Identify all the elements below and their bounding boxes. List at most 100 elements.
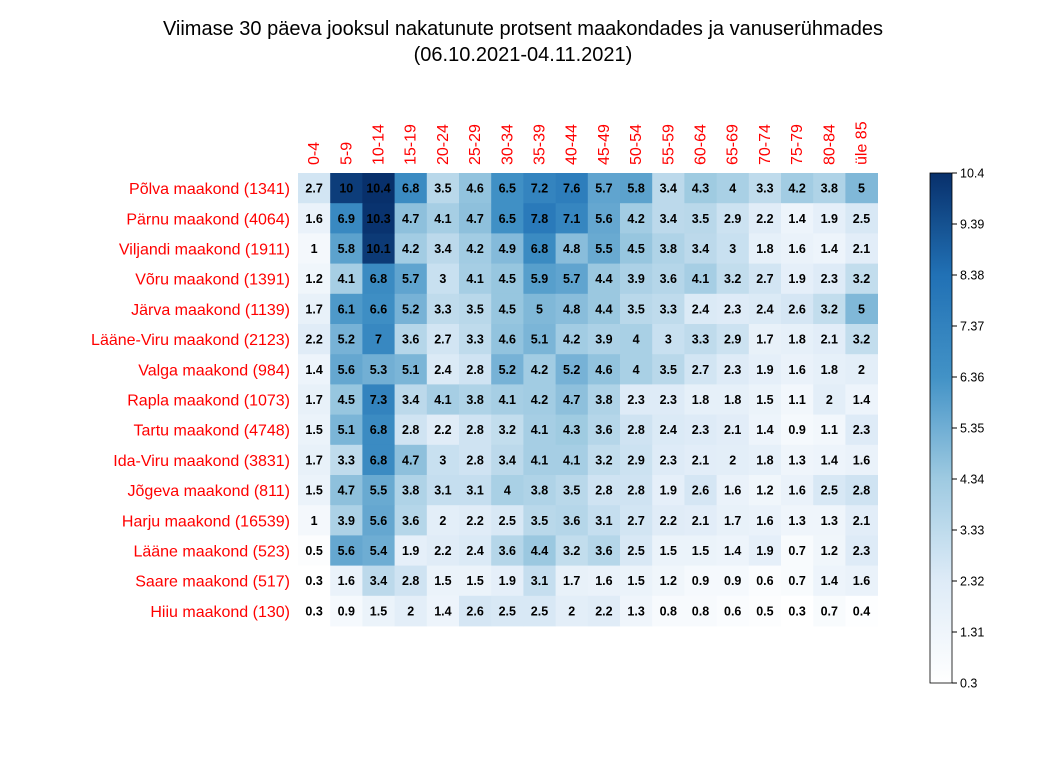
cell-value-label: 5.2	[402, 302, 419, 316]
heatmap-cell	[394, 173, 428, 204]
cell-value-label: 1.4	[821, 574, 838, 588]
row-label: Põlva maakond (1341)	[129, 181, 290, 198]
cell-value-label: 1.7	[305, 453, 322, 467]
cell-value-label: 2.3	[724, 363, 741, 377]
heatmap-cell	[459, 324, 492, 355]
heatmap-cell	[684, 475, 717, 506]
cell-value-label: 5	[536, 302, 543, 316]
heatmap-cell	[362, 505, 395, 536]
heatmap-cell	[748, 203, 782, 234]
heatmap-cell	[716, 565, 750, 597]
cell-value-label: 2	[407, 604, 414, 618]
chart-subtitle: (06.10.2021-04.11.2021)	[413, 44, 633, 66]
heatmap-cell	[459, 233, 492, 264]
heatmap-cell	[459, 475, 492, 506]
heatmap-cell	[781, 324, 814, 355]
cell-value-label: 5.6	[370, 514, 387, 528]
cell-value-label: 0.8	[692, 604, 709, 618]
cell-value-label: 6.8	[402, 182, 419, 196]
cell-value-label: 4.2	[563, 333, 580, 347]
heatmap-cell	[555, 293, 589, 325]
heatmap-cell	[781, 595, 814, 627]
heatmap-cell	[362, 173, 395, 204]
cell-value-label: 2.3	[821, 272, 838, 286]
heatmap-cell	[620, 535, 653, 566]
heatmap-cell	[620, 444, 653, 476]
heatmap-cell	[813, 414, 846, 446]
cell-value-label: 10.1	[366, 242, 390, 256]
cell-value-label: 2.8	[466, 423, 483, 437]
heatmap-cell	[716, 595, 750, 627]
cell-value-label: 2.1	[821, 333, 838, 347]
cell-value-label: 5.5	[595, 242, 612, 256]
heatmap-cell	[491, 354, 524, 385]
heatmap-cell	[845, 475, 878, 506]
heatmap-cell	[716, 505, 750, 536]
heatmap-cell	[459, 595, 492, 627]
heatmap-cell	[813, 233, 846, 264]
heatmap-cell	[491, 384, 524, 415]
heatmap-cell	[781, 535, 814, 566]
heatmap-cell	[748, 565, 782, 597]
cell-value-label: 5.2	[499, 363, 516, 377]
cell-value-label: 3.8	[466, 393, 483, 407]
cell-value-label: 1.6	[788, 363, 805, 377]
cell-value-label: 4.6	[499, 333, 516, 347]
heatmap-cell	[394, 535, 428, 566]
heatmap-cell	[330, 354, 363, 385]
cell-value-label: 2.7	[627, 514, 644, 528]
heatmap-cell	[330, 384, 363, 415]
row-label: Järva maakond (1139)	[131, 302, 290, 319]
heatmap-cell	[781, 565, 814, 597]
row-label: Lääne maakond (523)	[133, 544, 290, 561]
column-label: 55-59	[660, 124, 677, 165]
cell-value-label: 0.7	[788, 574, 805, 588]
cell-value-label: 2.9	[724, 212, 741, 226]
cell-value-label: 3.9	[595, 333, 612, 347]
heatmap-cell	[330, 535, 363, 566]
column-label: 40-44	[564, 124, 581, 165]
column-label: 50-54	[628, 124, 645, 165]
cell-value-label: 1.8	[692, 393, 709, 407]
heatmap-cell	[459, 354, 492, 385]
cell-value-label: 5.1	[338, 423, 355, 437]
heatmap-cell	[491, 535, 524, 566]
heatmap-cell	[652, 233, 685, 264]
cell-value-label: 2	[568, 604, 575, 618]
heatmap-cell	[491, 293, 524, 325]
heatmap-cell	[652, 293, 685, 325]
column-label: 25-29	[467, 124, 484, 165]
heatmap-cell	[394, 324, 428, 355]
cell-value-label: 0.7	[788, 544, 805, 558]
cell-value-label: 1.9	[821, 212, 838, 226]
heatmap-cell	[813, 203, 846, 234]
cell-value-label: 6.9	[338, 212, 355, 226]
heatmap-cell	[652, 384, 685, 415]
cell-value-label: 4.5	[338, 393, 355, 407]
heatmap-cell	[684, 203, 717, 234]
heatmap-cell	[555, 354, 589, 385]
cell-value-label: 3.5	[660, 363, 677, 377]
column-label: 70-74	[757, 124, 774, 165]
heatmap-cell	[684, 354, 717, 385]
cell-value-label: 4.3	[563, 423, 580, 437]
heatmap-cell	[330, 203, 363, 234]
legend-colorbar	[929, 172, 953, 684]
cell-value-label: 2.6	[788, 302, 805, 316]
heatmap-cell	[298, 384, 331, 415]
heatmap-cell	[813, 293, 846, 325]
heatmap-cell	[845, 384, 878, 415]
heatmap-cell	[652, 414, 685, 446]
cell-value-label: 2	[729, 453, 736, 467]
heatmap-cell	[555, 505, 589, 536]
cell-value-label: 4.2	[466, 242, 483, 256]
cell-value-label: 6.8	[531, 242, 548, 256]
cell-value-label: 4.7	[338, 484, 355, 498]
heatmap-cell	[587, 505, 621, 536]
heatmap-cell	[298, 203, 331, 234]
heatmap-cell	[845, 444, 878, 476]
cell-value-label: 1.8	[788, 333, 805, 347]
heatmap-cell	[620, 475, 653, 506]
heatmap-cell	[523, 233, 556, 264]
heatmap-cell	[587, 565, 621, 597]
